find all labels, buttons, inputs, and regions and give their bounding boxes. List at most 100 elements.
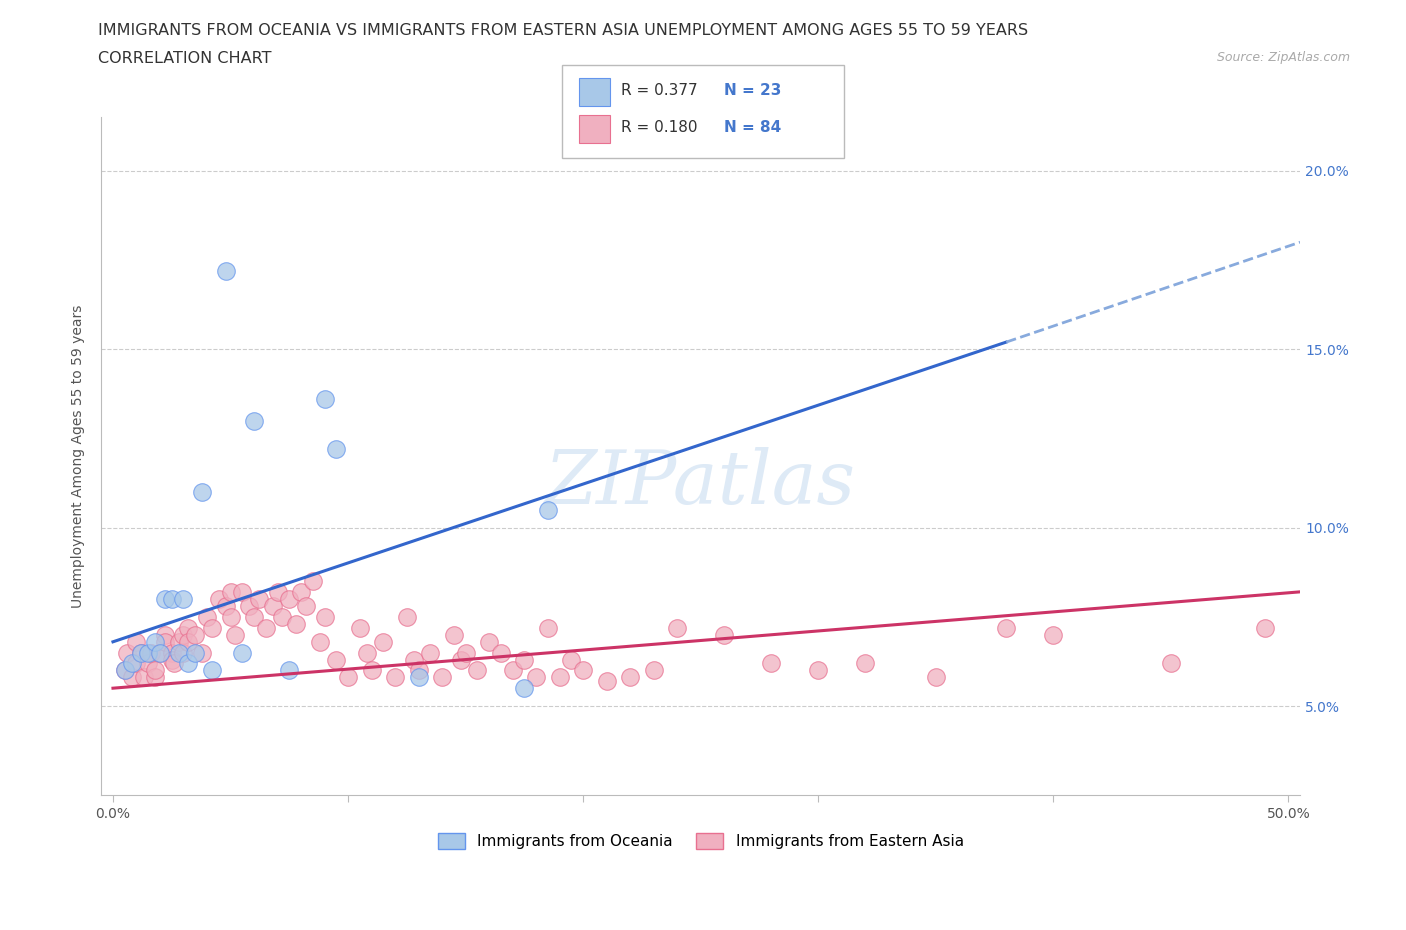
Text: R = 0.377: R = 0.377 [621,83,697,98]
Point [395,609,418,624]
Point [560,652,582,667]
Point [231,645,253,660]
Text: IMMIGRANTS FROM OCEANIA VS IMMIGRANTS FROM EASTERN ASIA UNEMPLOYMENT AMONG AGES : IMMIGRANTS FROM OCEANIA VS IMMIGRANTS FR… [98,23,1029,38]
Point [285,617,308,631]
Point [513,681,536,696]
Point [402,652,425,667]
Point [160,645,183,660]
Point [173,627,195,642]
Point [139,645,162,660]
Text: R = 0.180: R = 0.180 [621,120,697,135]
Text: ZIPatlas: ZIPatlas [546,447,856,520]
Point [243,609,266,624]
Point [572,663,595,678]
Point [349,620,371,635]
Point [136,656,159,671]
Point [807,663,830,678]
Text: N = 84: N = 84 [724,120,782,135]
Point [177,656,200,671]
Point [153,591,176,606]
Point [1254,620,1277,635]
Point [595,673,617,688]
Point [132,670,155,684]
Point [643,663,665,678]
Point [853,656,876,671]
Point [184,627,207,642]
Point [1042,627,1064,642]
Point [177,634,200,649]
Point [408,663,430,678]
Point [266,584,288,599]
Text: CORRELATION CHART: CORRELATION CHART [98,51,271,66]
Point [143,634,166,649]
Point [114,663,136,678]
Point [208,591,231,606]
Point [173,591,195,606]
Point [325,652,347,667]
Point [224,627,246,642]
Legend: Immigrants from Oceania, Immigrants from Eastern Asia: Immigrants from Oceania, Immigrants from… [432,827,970,856]
Point [384,670,406,684]
Point [149,645,172,660]
Point [129,645,152,660]
Point [278,591,301,606]
Point [271,609,294,624]
Point [1160,656,1182,671]
Point [478,634,501,649]
Point [262,599,284,614]
Point [160,591,183,606]
Point [524,670,547,684]
Point [219,609,242,624]
Point [325,442,347,457]
Point [408,670,430,684]
Point [121,670,143,684]
Point [167,634,190,649]
Point [443,627,465,642]
Point [215,263,238,278]
Point [125,656,148,671]
Point [430,670,453,684]
Point [191,485,214,499]
Point [149,645,172,660]
Point [238,599,260,614]
Point [136,645,159,660]
Point [247,591,270,606]
Point [294,599,316,614]
Point [465,663,488,678]
Point [759,656,782,671]
Point [254,620,277,635]
Point [537,620,560,635]
Point [619,670,641,684]
Point [925,670,948,684]
Point [219,584,242,599]
Point [173,645,195,660]
Point [502,663,524,678]
Text: Source: ZipAtlas.com: Source: ZipAtlas.com [1216,51,1350,64]
Point [129,645,152,660]
Point [356,645,378,660]
Point [184,645,207,660]
Point [121,656,143,671]
Point [290,584,312,599]
Point [548,670,571,684]
Point [231,584,253,599]
Point [160,652,183,667]
Point [513,652,536,667]
Point [114,663,136,678]
Point [373,634,395,649]
Point [278,663,301,678]
Point [713,627,735,642]
Point [153,634,176,649]
Point [195,609,218,624]
Point [167,645,190,660]
Point [314,392,336,406]
Point [301,574,323,589]
Point [666,620,689,635]
Point [115,645,138,660]
Point [995,620,1018,635]
Text: N = 23: N = 23 [724,83,782,98]
Point [537,502,560,517]
Point [489,645,512,660]
Point [314,609,336,624]
Point [201,663,224,678]
